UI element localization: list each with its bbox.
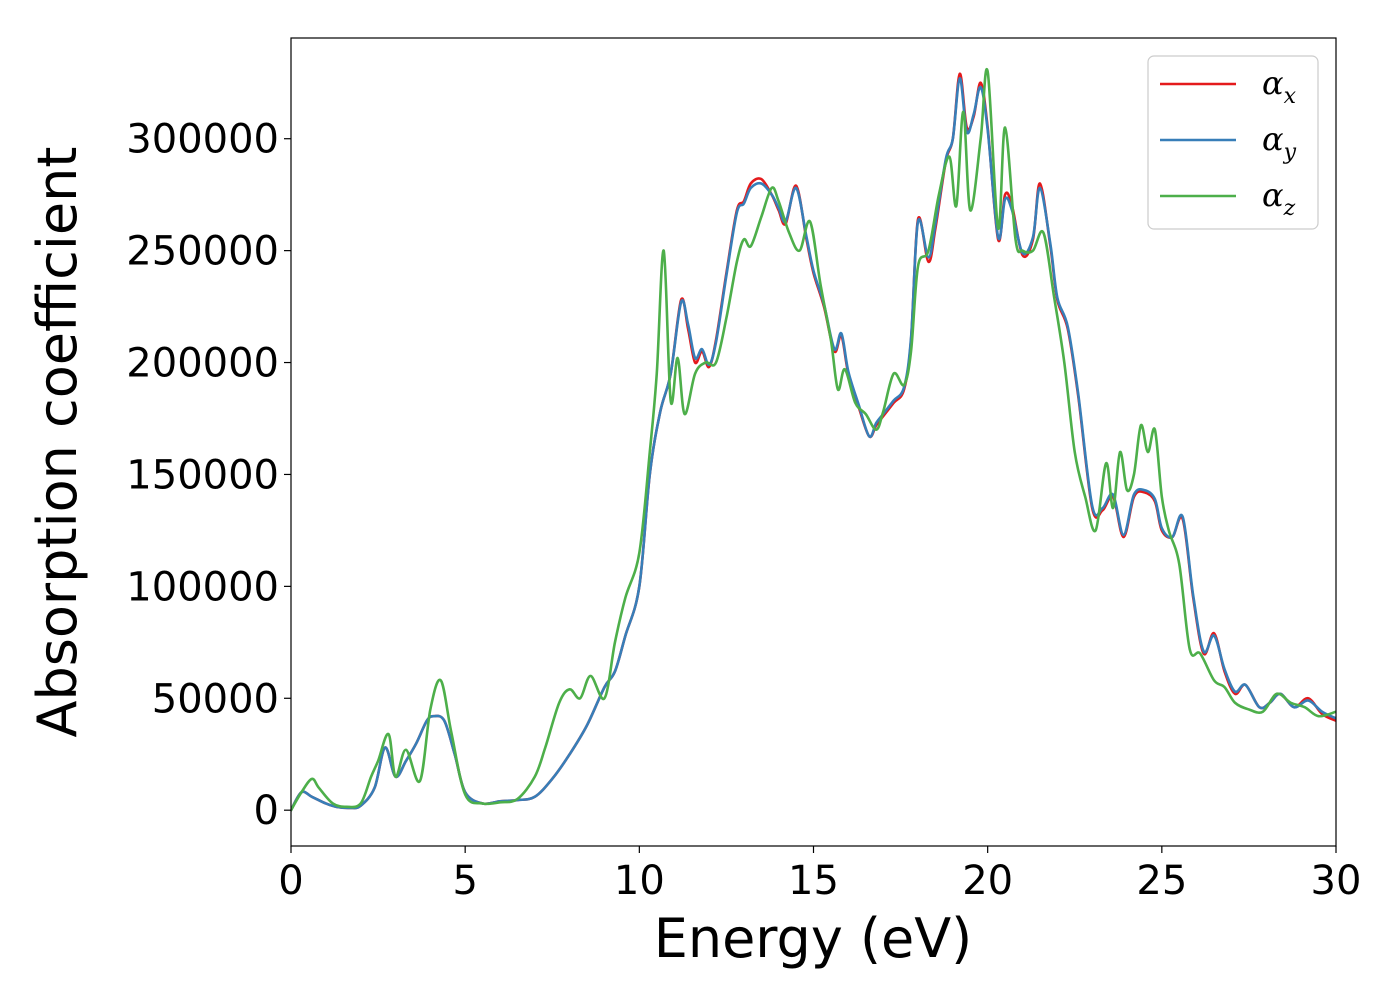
y-tick-label: 200000 (126, 341, 279, 387)
series-line-z (291, 67, 1336, 812)
x-tick-label: 30 (1311, 858, 1362, 904)
y-tick-label: 150000 (126, 452, 279, 498)
y-tick-label: 0 (254, 788, 279, 834)
y-axis-label: Absorption coefficient (26, 147, 89, 738)
x-tick-label: 10 (614, 858, 665, 904)
x-tick-label: 25 (1136, 858, 1187, 904)
x-tick-label: 15 (788, 858, 839, 904)
y-tick-label: 250000 (126, 229, 279, 275)
x-tick-label: 20 (962, 858, 1013, 904)
x-tick-label: 0 (278, 858, 303, 904)
y-axis: 0 50000 100000 150000 200000 250000 300000 (126, 117, 291, 834)
x-axis: 0 5 10 15 20 25 30 (278, 846, 1361, 904)
series-layer (291, 67, 1336, 812)
x-tick-label: 5 (452, 858, 477, 904)
y-tick-label: 300000 (126, 117, 279, 163)
legend-box (1147, 55, 1319, 230)
y-tick-label: 100000 (126, 564, 279, 610)
y-tick-label: 50000 (152, 676, 279, 722)
x-axis-label: Energy (eV) (654, 907, 973, 970)
